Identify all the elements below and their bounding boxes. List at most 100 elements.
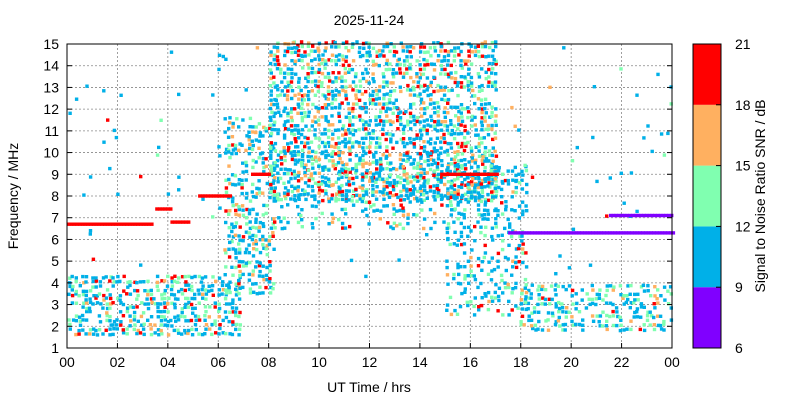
snr-cell	[521, 173, 525, 177]
snr-cell	[337, 45, 341, 49]
snr-cell	[231, 143, 235, 147]
snr-cell	[484, 157, 489, 161]
snr-cell	[77, 315, 82, 319]
snr-cell	[439, 140, 443, 144]
snr-cell	[250, 190, 254, 194]
snr-cell	[642, 323, 646, 327]
snr-cell	[459, 59, 463, 63]
snr-cell	[108, 319, 112, 323]
snr-cell	[135, 281, 139, 285]
snr-cell	[385, 114, 389, 118]
snr-cell	[503, 281, 507, 285]
snr-cell	[455, 105, 460, 110]
snr-cell	[330, 89, 335, 94]
snr-cell	[476, 72, 481, 76]
snr-cell	[285, 49, 290, 54]
snr-cell	[358, 54, 363, 59]
snr-cell	[348, 119, 352, 123]
snr-cell	[273, 226, 277, 230]
snr-cell	[340, 170, 344, 175]
snr-cell	[273, 53, 277, 57]
snr-trace-cell	[67, 222, 71, 226]
snr-cell	[282, 123, 287, 127]
snr-cell	[479, 225, 483, 229]
snr-cell	[430, 162, 434, 167]
snr-cell	[474, 133, 478, 137]
snr-cell	[307, 66, 311, 70]
snr-cell	[286, 46, 291, 50]
snr-cell	[111, 276, 115, 280]
snr-cell	[286, 192, 290, 196]
snr-cell	[264, 164, 268, 169]
snr-cell	[439, 175, 444, 179]
snr-cell	[223, 117, 227, 121]
snr-cell	[88, 332, 92, 336]
snr-cell	[269, 98, 273, 102]
snr-cell	[122, 274, 126, 279]
snr-cell	[331, 80, 335, 84]
snr-cell	[317, 164, 321, 168]
snr-cell	[448, 242, 452, 247]
snr-cell	[282, 136, 287, 140]
snr-cell	[82, 281, 86, 285]
snr-cell	[155, 274, 160, 279]
snr-cell	[290, 189, 295, 194]
snr-cell	[344, 189, 349, 193]
snr-cell	[650, 149, 654, 154]
snr-cell	[334, 88, 338, 92]
snr-cell	[392, 181, 396, 185]
snr-cell	[354, 72, 358, 76]
snr-cell	[508, 225, 512, 229]
snr-cell	[425, 152, 430, 156]
snr-cell	[553, 288, 557, 292]
snr-cell	[293, 162, 298, 166]
snr-cell	[463, 287, 467, 291]
snr-cell	[508, 222, 512, 226]
snr-cell	[435, 136, 440, 140]
snr-cell	[518, 234, 522, 239]
snr-cell	[416, 94, 420, 98]
snr-cell	[446, 141, 450, 146]
snr-cell	[314, 83, 318, 88]
snr-cell	[527, 296, 531, 300]
snr-cell	[297, 97, 301, 101]
snr-cell	[489, 278, 494, 282]
snr-cell	[611, 309, 615, 314]
snr-cell	[193, 274, 197, 279]
snr-cell	[471, 189, 475, 193]
snr-trace-cell	[510, 231, 515, 235]
snr-cell	[457, 211, 461, 216]
snr-cell	[170, 276, 174, 280]
snr-cell	[428, 142, 433, 146]
snr-cell	[234, 265, 238, 270]
snr-cell	[324, 176, 328, 180]
snr-cell	[183, 274, 187, 279]
snr-cell	[486, 212, 491, 216]
snr-cell	[482, 136, 486, 140]
snr-cell	[423, 159, 427, 164]
snr-cell	[327, 199, 331, 204]
snr-cell	[622, 294, 626, 298]
snr-cell	[581, 318, 585, 322]
snr-cell	[422, 167, 426, 172]
snr-cell	[469, 44, 473, 48]
snr-cell	[98, 284, 103, 288]
snr-trace-cell	[103, 222, 107, 226]
snr-cell	[272, 168, 276, 172]
snr-cell	[381, 49, 385, 53]
snr-cell	[197, 318, 202, 322]
snr-cell	[385, 204, 389, 208]
snr-cell	[426, 181, 430, 185]
snr-cell	[273, 149, 278, 153]
snr-cell	[227, 164, 231, 168]
snr-cell	[241, 208, 245, 212]
snr-trace-cell	[631, 213, 635, 218]
snr-cell	[320, 189, 325, 193]
snr-cell	[176, 331, 181, 335]
snr-cell	[500, 212, 505, 216]
snr-cell	[391, 72, 395, 76]
snr-cell	[303, 50, 307, 54]
snr-cell	[457, 272, 461, 277]
snr-cell	[317, 62, 321, 67]
snr-cell	[388, 191, 392, 195]
